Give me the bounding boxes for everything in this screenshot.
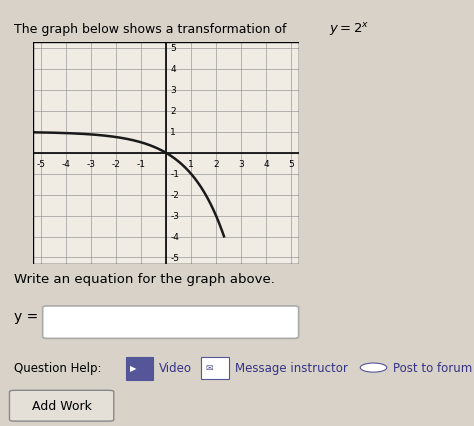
FancyBboxPatch shape bbox=[201, 357, 229, 379]
Text: 2: 2 bbox=[213, 159, 219, 168]
Text: Question Help:: Question Help: bbox=[14, 361, 102, 374]
Text: -5: -5 bbox=[36, 159, 45, 168]
Text: 1: 1 bbox=[188, 159, 194, 168]
Text: -4: -4 bbox=[171, 233, 179, 242]
Text: y =: y = bbox=[14, 309, 38, 323]
Text: -2: -2 bbox=[171, 191, 179, 200]
Text: -2: -2 bbox=[111, 159, 120, 168]
FancyBboxPatch shape bbox=[9, 390, 114, 421]
Text: -1: -1 bbox=[171, 170, 179, 179]
Text: 3: 3 bbox=[171, 86, 176, 95]
Text: $y = 2^x$: $y = 2^x$ bbox=[329, 20, 370, 37]
Text: ▶: ▶ bbox=[130, 363, 137, 372]
Circle shape bbox=[360, 363, 387, 372]
Text: 3: 3 bbox=[238, 159, 244, 168]
Text: Post to forum: Post to forum bbox=[393, 361, 473, 374]
FancyBboxPatch shape bbox=[126, 357, 153, 380]
Text: Write an equation for the graph above.: Write an equation for the graph above. bbox=[14, 272, 275, 285]
Text: Add Work: Add Work bbox=[32, 399, 91, 412]
Text: 5: 5 bbox=[171, 44, 176, 53]
Text: ✉: ✉ bbox=[205, 363, 213, 372]
Text: -3: -3 bbox=[171, 212, 179, 221]
FancyBboxPatch shape bbox=[43, 306, 299, 339]
Text: 4: 4 bbox=[263, 159, 269, 168]
Text: 4: 4 bbox=[171, 65, 176, 74]
Text: 2: 2 bbox=[171, 107, 176, 116]
Text: 1: 1 bbox=[171, 128, 176, 137]
Text: -5: -5 bbox=[171, 253, 179, 262]
Text: 5: 5 bbox=[288, 159, 294, 168]
Text: The graph below shows a transformation of: The graph below shows a transformation o… bbox=[14, 23, 291, 35]
Text: -4: -4 bbox=[61, 159, 70, 168]
Text: Video: Video bbox=[159, 361, 192, 374]
Text: -3: -3 bbox=[86, 159, 95, 168]
Text: Message instructor: Message instructor bbox=[235, 361, 347, 374]
Text: -1: -1 bbox=[137, 159, 146, 168]
